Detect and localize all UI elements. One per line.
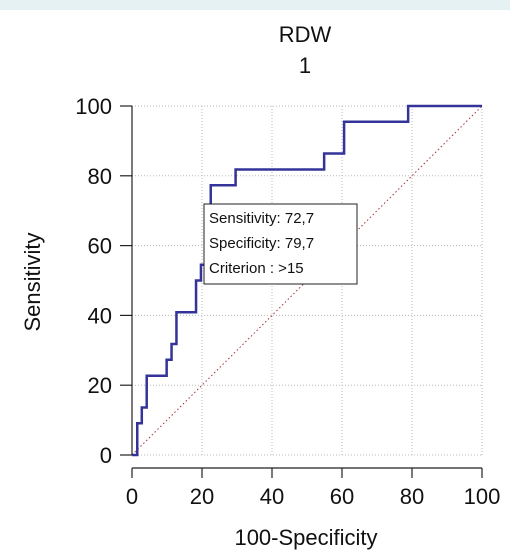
y-tick-label-40: 40	[88, 303, 112, 328]
header-band	[0, 0, 510, 10]
roc-curve	[132, 104, 482, 457]
chart-title: RDW	[279, 22, 332, 47]
criterion-annotation: Sensitivity: 72,7 Specificity: 79,7 Crit…	[203, 203, 358, 285]
annotation-line-1: Sensitivity: 72,7	[209, 210, 314, 227]
x-tick-label-60: 60	[330, 484, 354, 509]
y-tick-labels: 0 20 40 60 80 100	[75, 94, 112, 468]
y-tick-label-100: 100	[75, 94, 112, 119]
y-tick-label-20: 20	[88, 373, 112, 398]
y-tick-label-80: 80	[88, 164, 112, 189]
y-axis-label: Sensitivity	[20, 232, 45, 331]
x-tick-label-20: 20	[190, 484, 214, 509]
chart-subtitle: 1	[299, 53, 311, 78]
annotation-line-3: Criterion : >15	[209, 260, 304, 277]
x-tick-label-0: 0	[126, 484, 138, 509]
x-tick-label-100: 100	[464, 484, 501, 509]
annotation-box	[203, 203, 358, 285]
axes	[120, 105, 483, 478]
y-tick-label-0: 0	[100, 443, 112, 468]
x-tick-label-80: 80	[400, 484, 424, 509]
x-axis-label: 100-Specificity	[234, 525, 377, 550]
x-tick-labels: 0 20 40 60 80 100	[126, 484, 500, 509]
x-tick-label-40: 40	[260, 484, 284, 509]
y-tick-label-60: 60	[88, 234, 112, 259]
annotation-line-2: Specificity: 79,7	[209, 235, 314, 252]
